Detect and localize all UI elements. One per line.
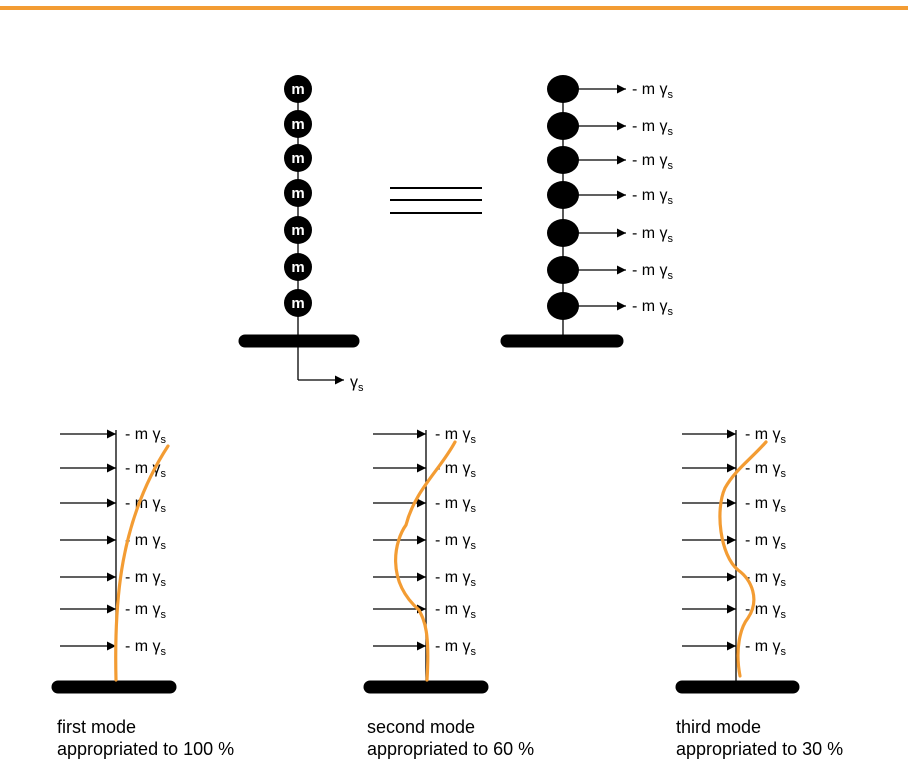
mode2-caption-line1: second mode <box>367 717 476 737</box>
mass-node <box>284 144 312 172</box>
force-label: - m γs <box>632 298 674 318</box>
mode3-shape-curve <box>718 440 768 678</box>
mass-label: m <box>291 116 304 133</box>
mode2-shape-curve <box>394 440 457 682</box>
mode2-caption: second mode appropriated to 60 % <box>367 716 534 760</box>
mode1-force-label: - m γs <box>125 569 167 589</box>
mass-node <box>284 216 312 244</box>
force-label: - m γs <box>632 262 674 282</box>
mode3-force-label: - m γs <box>745 426 787 446</box>
mass-node <box>284 110 312 138</box>
force-label: - m γs <box>632 187 674 207</box>
mode2-caption-line2: appropriated to 60 % <box>367 739 535 759</box>
mass-label: m <box>291 185 304 202</box>
mass-node <box>284 253 312 281</box>
mode2-force-label: - m γs <box>435 601 477 621</box>
mode1-force-label: - m γs <box>125 601 167 621</box>
mode2-force-label: - m γs <box>435 569 477 589</box>
mode2-force-label: - m γs <box>435 638 477 658</box>
mode2-force-label: - m γs <box>435 426 477 446</box>
mass-label: m <box>291 295 304 312</box>
force-label: - m γs <box>632 225 674 245</box>
mode3-force-label: - m γs <box>745 460 787 480</box>
mode3-caption-line1: third mode <box>676 717 762 737</box>
ground-motion-label: γs <box>350 374 364 394</box>
mode1-caption: first mode appropriated to 100 % <box>57 716 234 760</box>
mass-label: m <box>291 259 304 276</box>
force-label: - m γs <box>632 152 674 172</box>
mode1-shape-curve <box>114 444 170 682</box>
mass-node <box>284 289 312 317</box>
mode1-force-label: - m γs <box>125 532 167 552</box>
force-label: - m γs <box>632 81 674 101</box>
top-accent-rule <box>0 6 908 10</box>
mass-node <box>284 179 312 207</box>
mass-node <box>284 75 312 103</box>
mode1-caption-line1: first mode <box>57 717 137 737</box>
mode3-force-label: - m γs <box>745 638 787 658</box>
mode1-force-label: - m γs <box>125 426 167 446</box>
mass-label: m <box>291 222 304 239</box>
mode1-force-label: - m γs <box>125 460 167 480</box>
mass-label: m <box>291 81 304 98</box>
mode1-caption-line2: appropriated to 100 % <box>57 739 235 759</box>
mode3-force-label: - m γs <box>745 569 787 589</box>
mode3-caption: third mode appropriated to 30 % <box>676 716 843 760</box>
mode3-force-label: - m γs <box>745 495 787 515</box>
mode1-force-label: - m γs <box>125 495 167 515</box>
mode1-force-label: - m γs <box>125 638 167 658</box>
force-label: - m γs <box>632 118 674 138</box>
mass-label: m <box>291 150 304 167</box>
mode2-force-label: - m γs <box>435 495 477 515</box>
mode3-force-label: - m γs <box>745 532 787 552</box>
mode3-caption-line2: appropriated to 30 % <box>676 739 844 759</box>
mode2-force-label: - m γs <box>435 532 477 552</box>
